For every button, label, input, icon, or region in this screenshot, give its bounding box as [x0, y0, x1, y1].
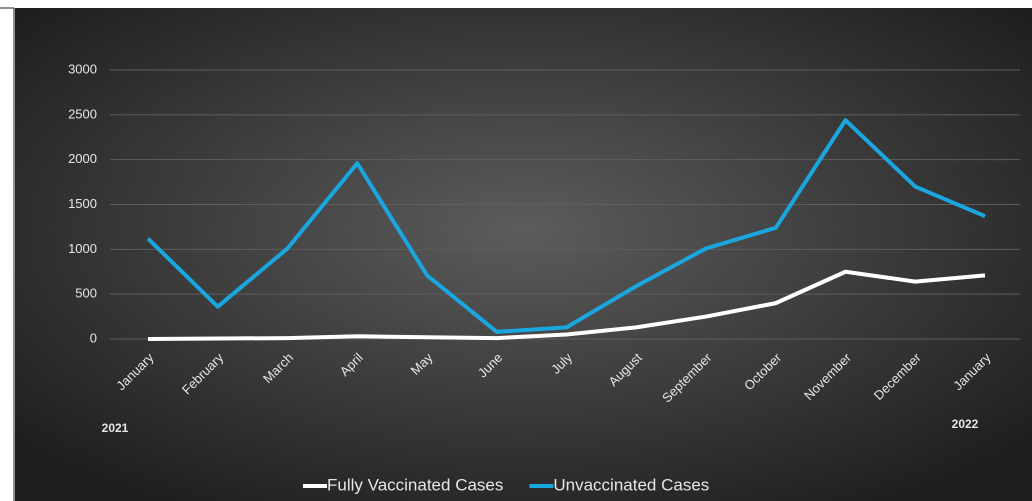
chart-background: [15, 8, 1032, 501]
year-label: 2022: [952, 417, 979, 431]
y-tick-label: 1000: [68, 241, 97, 256]
y-tick-label: 2500: [68, 106, 97, 121]
legend-label: Unvaccinated Cases: [553, 475, 709, 494]
y-tick-label: 3000: [68, 61, 97, 76]
y-tick-label: 0: [90, 330, 97, 345]
y-tick-label: 500: [75, 286, 97, 301]
data-line: [146, 118, 986, 334]
y-tick-label: 2000: [68, 151, 97, 166]
year-label: 2021: [102, 421, 129, 435]
data-line: [147, 269, 986, 341]
y-tick-label: 1500: [68, 196, 97, 211]
legend-label: Fully Vaccinated Cases: [327, 475, 503, 494]
